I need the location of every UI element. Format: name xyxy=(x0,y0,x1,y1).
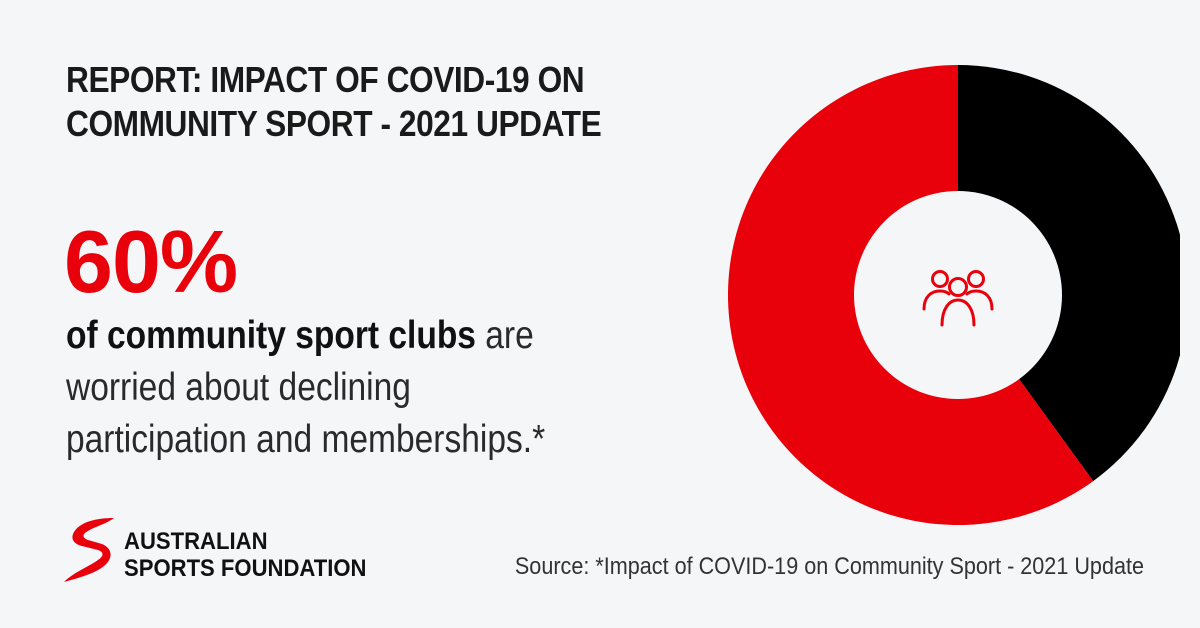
stat-description: of community sport clubs are worried abo… xyxy=(66,310,548,466)
stat-description-line-2: worried about declining xyxy=(66,366,411,409)
stat-description-tail: are xyxy=(475,314,534,357)
foundation-logo: AUSTRALIAN SPORTS FOUNDATION xyxy=(62,514,382,586)
stat-description-line-3: participation and memberships.* xyxy=(66,418,546,461)
stat-value: 60% xyxy=(64,212,238,311)
donut-slice-40 xyxy=(958,65,1188,482)
foundation-name: AUSTRALIAN SPORTS FOUNDATION xyxy=(124,528,366,582)
stat-description-line-1: of community sport clubs are xyxy=(66,310,548,362)
donut-chart-svg xyxy=(727,65,1188,525)
foundation-logo-mark-icon xyxy=(64,518,114,582)
report-title: REPORT: IMPACT OF COVID-19 ON COMMUNITY … xyxy=(66,58,602,146)
foundation-name-line-1: AUSTRALIAN xyxy=(124,528,268,555)
source-note: Source: *Impact of COVID-19 on Community… xyxy=(514,553,1144,580)
donut-chart xyxy=(700,60,1188,530)
people-group-icon xyxy=(922,270,994,327)
report-title-line-2: COMMUNITY SPORT - 2021 UPDATE xyxy=(66,103,602,144)
foundation-name-line-2: SPORTS FOUNDATION xyxy=(124,555,367,582)
report-title-line-1: REPORT: IMPACT OF COVID-19 ON xyxy=(66,59,585,100)
stat-description-emphasis: of community sport clubs xyxy=(66,314,476,357)
